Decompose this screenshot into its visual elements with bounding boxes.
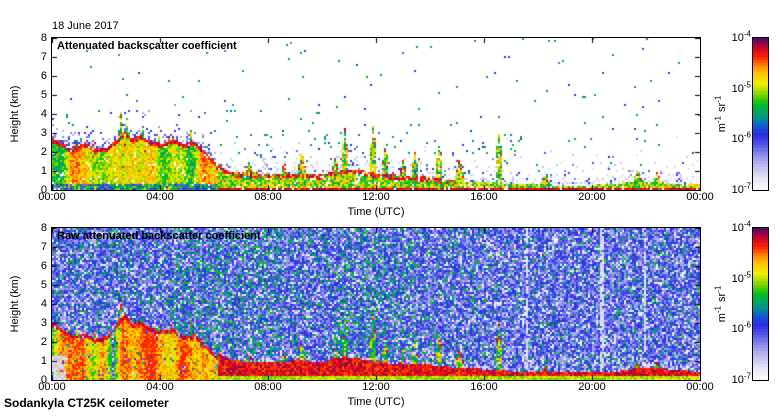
colorbar-tick-exponent: -5 — [743, 80, 751, 89]
unit-exponent: -1 — [713, 306, 723, 314]
colorbar-tick-label: 10-7 — [731, 181, 751, 196]
y-tick-label: 4 — [40, 108, 47, 120]
x-tick-label: 20:00 — [578, 191, 606, 203]
colorbar-tick-mantissa: 10 — [731, 133, 744, 146]
y-tick-label: 7 — [40, 241, 47, 253]
colorbar-tick-exponent: -4 — [743, 219, 751, 229]
colorbar-tick-mantissa: 10 — [731, 32, 744, 44]
colorbar-tick-mantissa: 10 — [731, 374, 744, 386]
unit-exponent: -1 — [713, 285, 723, 293]
y-tick-label: 8 — [40, 32, 47, 44]
x-tick-label: 00:00 — [686, 191, 714, 203]
unit-base: sr — [716, 102, 728, 112]
y-tick-label: 8 — [40, 222, 47, 234]
y-tick-label: 3 — [40, 127, 47, 139]
attenuated-panel: Attenuated backscatter coefficient — [51, 37, 701, 191]
colorbar-tick-label: 10-6 — [731, 320, 751, 336]
x-tick-label: 12:00 — [362, 191, 390, 203]
x-tick-label: 08:00 — [254, 381, 282, 393]
y-tick-label: 0 — [40, 184, 47, 196]
colorbar-unit-label: m-1sr-1 — [713, 285, 728, 323]
colorbar-tick-label: 10-4 — [731, 219, 751, 234]
colorbar-tick-label: 10-5 — [731, 270, 751, 285]
attenuated-heatmap-canvas — [52, 38, 700, 190]
y-tick-label: 4 — [40, 298, 47, 310]
date-label: 18 June 2017 — [52, 20, 119, 32]
x-tick-label: 04:00 — [146, 191, 174, 203]
time-axis-label-bottom: Time (UTC) — [347, 396, 405, 408]
y-tick-label: 3 — [40, 317, 47, 329]
y-tick-label: 6 — [40, 260, 47, 272]
x-tick-label: 12:00 — [362, 381, 390, 393]
x-tick-label: 04:00 — [146, 381, 174, 393]
y-tick-label: 2 — [40, 146, 47, 158]
colorbar-tick-exponent: -6 — [743, 320, 751, 330]
attenuated-panel-title: Attenuated backscatter coefficient — [57, 40, 237, 52]
raw-heatmap-canvas — [52, 228, 700, 380]
y-tick-label: 7 — [40, 51, 47, 63]
x-tick-label: 00:00 — [38, 381, 66, 393]
x-tick-label: 00:00 — [38, 191, 66, 203]
colorbar-unit-label: m-1sr-1 — [713, 95, 728, 133]
colorbar-tick-label: 10-7 — [731, 371, 751, 386]
y-tick-label: 1 — [40, 165, 47, 177]
y-tick-label: 0 — [40, 374, 47, 386]
colorbar-tick-mantissa: 10 — [731, 222, 744, 234]
colorbar-tick-exponent: -4 — [743, 29, 751, 39]
raw-panel: Raw attenuated backscatter coefficient — [51, 227, 701, 381]
x-tick-label: 08:00 — [254, 191, 282, 203]
colorbar-top — [752, 37, 769, 191]
colorbar-tick-mantissa: 10 — [731, 323, 744, 336]
height-axis-label-bottom: Height (km) — [9, 275, 21, 333]
colorbar-tick-exponent: -6 — [743, 130, 751, 140]
time-axis-label-top: Time (UTC) — [347, 206, 405, 218]
colorbar-tick-exponent: -7 — [743, 371, 751, 381]
colorbar-tick-label: 10-5 — [731, 80, 751, 95]
colorbar-bottom — [752, 227, 769, 381]
colorbar-tick-exponent: -7 — [743, 181, 751, 191]
x-tick-label: 16:00 — [470, 381, 498, 393]
colorbar-tick-label: 10-4 — [731, 29, 751, 44]
instrument-label: Sodankyla CT25K ceilometer — [4, 396, 169, 410]
unit-base: sr — [716, 292, 728, 302]
x-tick-label: 20:00 — [578, 381, 606, 393]
colorbar-tick-mantissa: 10 — [731, 184, 744, 196]
colorbar-tick-label: 10-6 — [731, 130, 751, 146]
y-tick-label: 1 — [40, 355, 47, 367]
unit-base: m — [716, 123, 728, 133]
colorbar-tick-mantissa: 10 — [731, 272, 744, 285]
colorbar-tick-exponent: -5 — [743, 270, 751, 279]
y-tick-label: 2 — [40, 336, 47, 348]
height-axis-label-top: Height (km) — [9, 85, 21, 143]
unit-exponent: -1 — [713, 95, 723, 103]
y-tick-label: 6 — [40, 70, 47, 82]
x-tick-label: 00:00 — [686, 381, 714, 393]
x-tick-label: 16:00 — [470, 191, 498, 203]
raw-panel-title: Raw attenuated backscatter coefficient — [57, 230, 261, 242]
y-tick-label: 5 — [40, 279, 47, 291]
unit-exponent: -1 — [713, 116, 723, 124]
colorbar-tick-mantissa: 10 — [731, 82, 744, 95]
unit-base: m — [716, 313, 728, 323]
y-tick-label: 5 — [40, 89, 47, 101]
